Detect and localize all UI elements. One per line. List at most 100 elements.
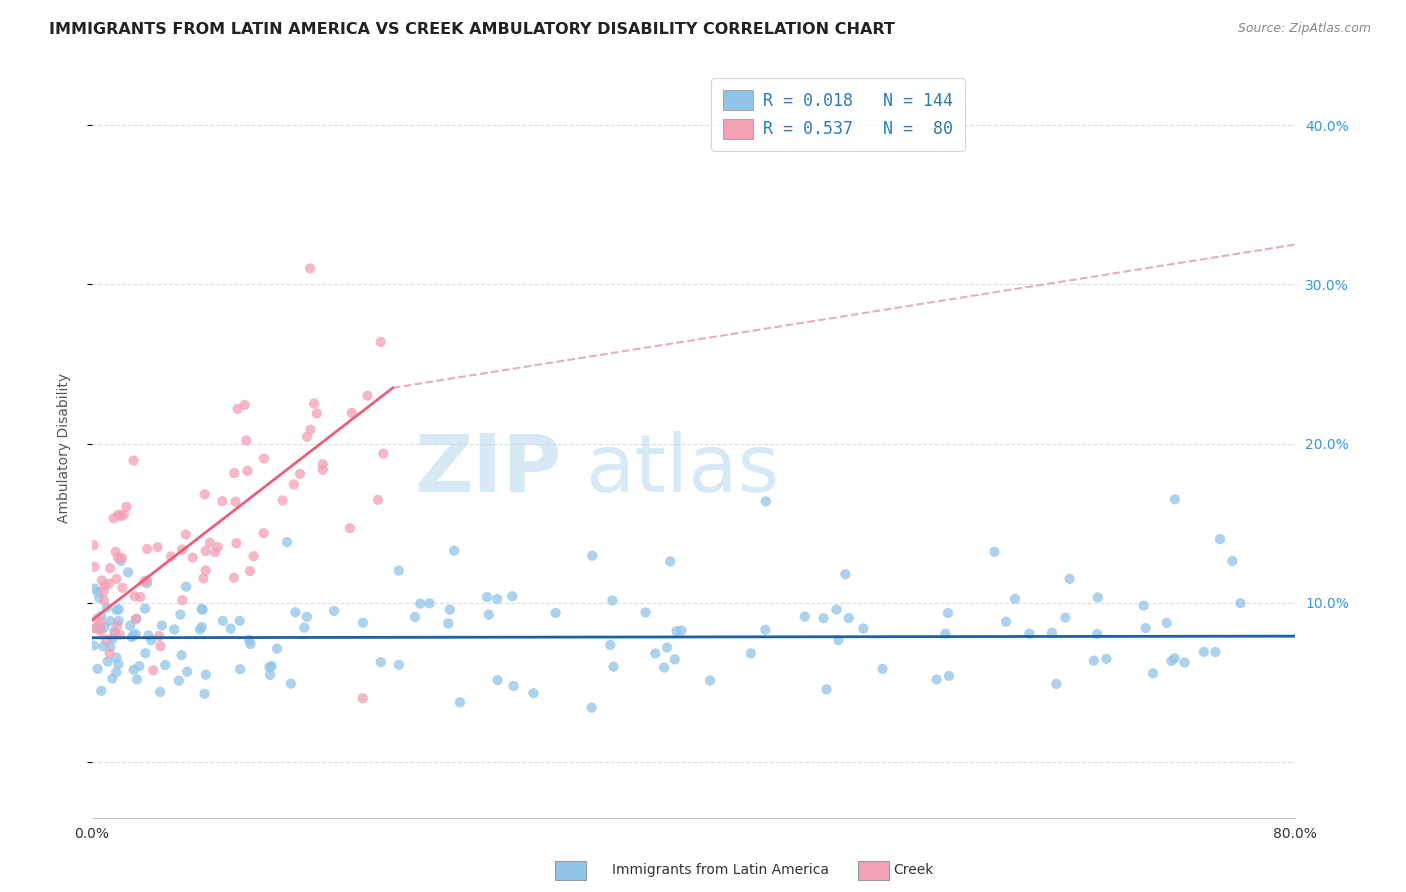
Point [652,660,675,674]
Point [111,581,134,595]
Point [83,621,105,635]
Point [236,464,259,478]
Point [136,574,159,588]
Point [194,667,217,681]
Point [486,673,509,688]
Point [103,624,125,639]
Point [938,669,960,683]
Point [198,535,221,549]
Point [581,549,603,563]
Point [312,458,335,472]
Point [96,632,118,647]
Text: Creek: Creek [893,863,934,877]
Point [1135,621,1157,635]
Point [194,487,217,501]
Point [124,590,146,604]
Point [755,494,778,508]
Point [150,618,173,632]
Point [219,622,242,636]
Point [211,614,233,628]
Point [501,589,523,603]
Point [1229,596,1251,610]
Point [83,582,105,596]
Point [172,593,194,607]
Point [602,659,624,673]
Point [105,603,128,617]
Point [104,545,127,559]
Point [90,574,112,588]
Point [288,467,311,481]
Point [740,646,762,660]
Point [87,585,110,599]
Point [449,695,471,709]
Point [89,591,111,605]
Point [238,632,260,647]
Point [125,612,148,626]
Point [86,662,108,676]
Point [356,389,378,403]
Point [443,543,465,558]
Point [602,593,624,607]
Point [266,641,288,656]
Point [295,430,318,444]
Point [83,538,105,552]
Point [872,662,894,676]
Y-axis label: Ambulatory Disability: Ambulatory Disability [58,373,72,523]
Point [292,621,315,635]
Point [107,657,129,671]
Point [233,398,256,412]
Text: IMMIGRANTS FROM LATIN AMERICA VS CREEK AMBULATORY DISABILITY CORRELATION CHART: IMMIGRANTS FROM LATIN AMERICA VS CREEK A… [49,22,896,37]
Point [83,639,105,653]
Point [83,559,105,574]
Point [478,607,501,622]
Point [108,627,131,641]
Point [160,549,183,564]
Point [295,609,318,624]
Point [122,453,145,467]
Point [1095,652,1118,666]
Point [110,554,132,568]
Point [1209,532,1232,546]
Point [599,638,621,652]
Point [107,550,129,565]
Point [834,567,856,582]
Point [1163,651,1185,665]
Point [117,566,139,580]
Point [105,650,128,665]
Point [98,646,121,660]
Point [827,633,849,648]
Point [299,423,322,437]
Point [90,683,112,698]
Point [174,580,197,594]
Point [101,632,124,646]
Point [96,600,118,615]
Point [172,542,194,557]
Point [89,622,111,636]
Point [1204,645,1226,659]
Point [475,590,498,604]
Point [155,658,177,673]
Point [98,614,121,628]
Point [1160,654,1182,668]
Point [124,627,146,641]
Point [1156,615,1178,630]
Point [634,606,657,620]
Point [1132,599,1154,613]
Point [148,629,170,643]
Point [135,576,157,591]
Text: atlas: atlas [585,431,780,508]
Point [239,564,262,578]
Point [665,624,688,639]
Point [146,540,169,554]
Text: Source: ZipAtlas.com: Source: ZipAtlas.com [1237,22,1371,36]
Point [260,659,283,673]
Point [163,623,186,637]
Text: Immigrants from Latin America: Immigrants from Latin America [612,863,828,877]
Point [107,508,129,522]
Point [121,630,143,644]
Point [1059,572,1081,586]
Point [253,526,276,541]
Point [655,640,678,655]
Point [93,593,115,607]
Point [134,574,156,589]
